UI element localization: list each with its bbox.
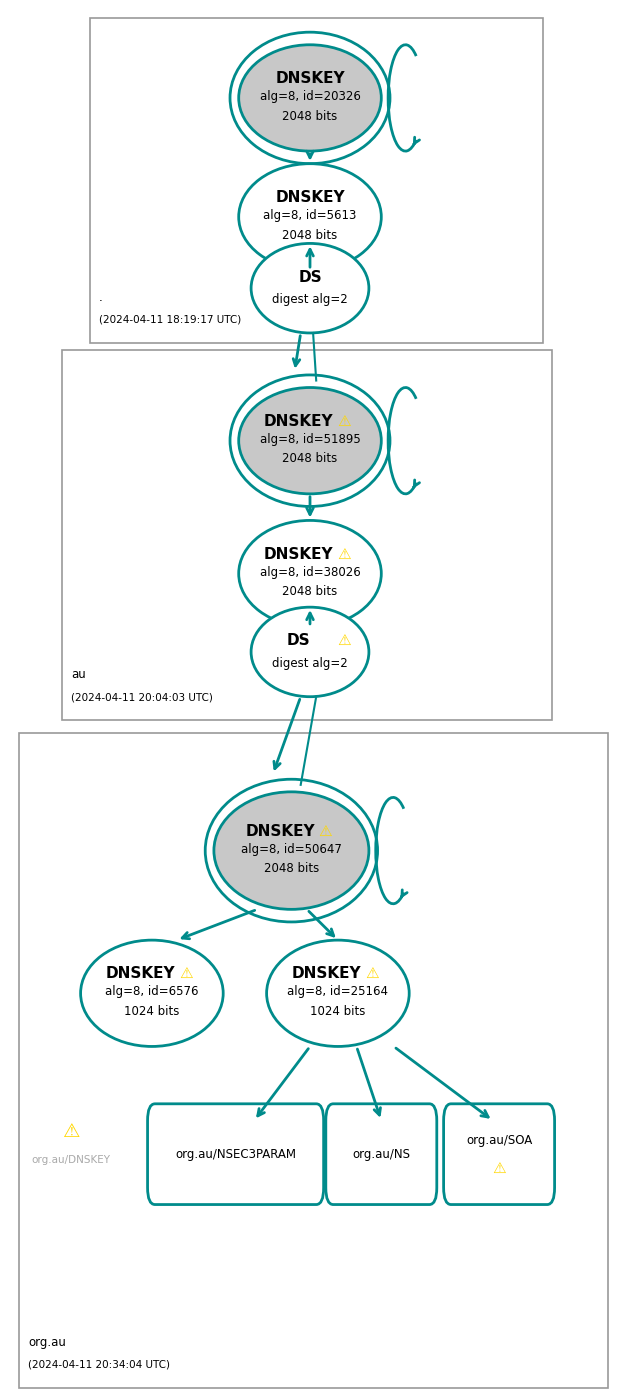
FancyBboxPatch shape	[148, 1104, 324, 1205]
Text: ⚠: ⚠	[337, 547, 351, 561]
Text: ⚠: ⚠	[63, 1122, 80, 1142]
Text: alg=8, id=38026: alg=8, id=38026	[260, 565, 360, 579]
Ellipse shape	[239, 164, 381, 270]
Ellipse shape	[239, 45, 381, 151]
Text: alg=8, id=5613: alg=8, id=5613	[264, 208, 356, 222]
Text: org.au/NSEC3PARAM: org.au/NSEC3PARAM	[175, 1147, 296, 1161]
Ellipse shape	[251, 243, 369, 333]
Text: 2048 bits: 2048 bits	[264, 862, 319, 876]
Text: 1024 bits: 1024 bits	[124, 1004, 180, 1018]
Text: ⚠: ⚠	[337, 414, 351, 428]
Text: alg=8, id=25164: alg=8, id=25164	[288, 985, 388, 999]
Text: 1024 bits: 1024 bits	[310, 1004, 366, 1018]
FancyBboxPatch shape	[326, 1104, 436, 1205]
Text: au: au	[71, 669, 86, 681]
Text: DNSKEY: DNSKEY	[275, 190, 345, 204]
Text: ⚠: ⚠	[319, 824, 332, 838]
Text: digest alg=2: digest alg=2	[272, 292, 348, 306]
Ellipse shape	[214, 792, 369, 909]
Text: ⚠: ⚠	[365, 967, 379, 981]
Text: org.au/NS: org.au/NS	[352, 1147, 410, 1161]
Text: (2024-04-11 20:04:03 UTC): (2024-04-11 20:04:03 UTC)	[71, 693, 213, 702]
Text: DS: DS	[298, 270, 322, 284]
Text: digest alg=2: digest alg=2	[272, 656, 348, 670]
Text: DNSKEY: DNSKEY	[246, 824, 315, 838]
Text: ⚠: ⚠	[337, 634, 351, 648]
Text: (2024-04-11 20:34:04 UTC): (2024-04-11 20:34:04 UTC)	[28, 1360, 170, 1370]
FancyBboxPatch shape	[444, 1104, 555, 1205]
Text: ⚠: ⚠	[492, 1161, 506, 1175]
Ellipse shape	[81, 940, 223, 1046]
Text: 2048 bits: 2048 bits	[282, 109, 338, 123]
Text: .: .	[99, 291, 103, 304]
Text: alg=8, id=51895: alg=8, id=51895	[260, 432, 360, 446]
Ellipse shape	[239, 520, 381, 627]
Ellipse shape	[251, 607, 369, 697]
Ellipse shape	[239, 388, 381, 494]
Text: 2048 bits: 2048 bits	[282, 452, 338, 466]
Text: (2024-04-11 18:19:17 UTC): (2024-04-11 18:19:17 UTC)	[99, 315, 241, 325]
Text: alg=8, id=6576: alg=8, id=6576	[105, 985, 198, 999]
Text: alg=8, id=50647: alg=8, id=50647	[241, 842, 342, 856]
Text: org.au/DNSKEY: org.au/DNSKEY	[32, 1154, 111, 1165]
Text: DNSKEY: DNSKEY	[106, 967, 175, 981]
Text: DS: DS	[287, 634, 311, 648]
Text: 2048 bits: 2048 bits	[282, 585, 338, 599]
Text: alg=8, id=20326: alg=8, id=20326	[260, 90, 360, 104]
Text: org.au: org.au	[28, 1336, 66, 1349]
Text: 2048 bits: 2048 bits	[282, 228, 338, 242]
Text: DNSKEY: DNSKEY	[275, 71, 345, 85]
Text: DNSKEY: DNSKEY	[264, 547, 334, 561]
Text: ⚠: ⚠	[179, 967, 193, 981]
Ellipse shape	[267, 940, 409, 1046]
Text: org.au/SOA: org.au/SOA	[466, 1133, 532, 1147]
Text: DNSKEY: DNSKEY	[292, 967, 361, 981]
Text: DNSKEY: DNSKEY	[264, 414, 334, 428]
